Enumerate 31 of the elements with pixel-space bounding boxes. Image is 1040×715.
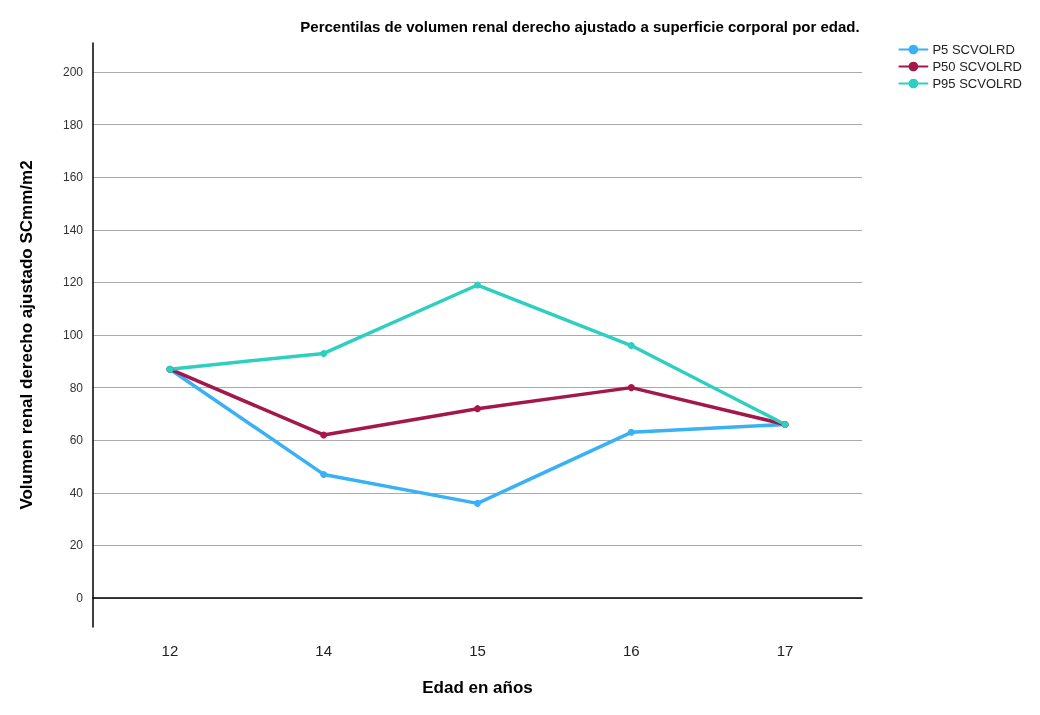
y-tick-label: 20 (69, 538, 84, 553)
y-axis-title: Volumen renal derecho ajustado SCmm/m2 (17, 160, 36, 510)
y-tick-label: 80 (69, 380, 84, 395)
y-tick-label: 200 (62, 64, 84, 79)
y-tick-label: 100 (62, 328, 84, 342)
legend-label: P5 SCVOLRD (932, 42, 1015, 57)
y-tick-label: 0 (76, 591, 84, 606)
point (474, 405, 481, 413)
y-tick-label: 160 (62, 170, 84, 185)
x-axis-title: Edad en años (422, 678, 533, 697)
legend-label: P95 SCVOLRD (932, 76, 1022, 91)
x-tick-label: 16 (622, 642, 640, 659)
point (320, 470, 328, 478)
y-tick-label: 60 (69, 433, 84, 448)
point (627, 342, 635, 350)
point (627, 384, 635, 392)
y-tick-label: 40 (69, 485, 84, 500)
x-tick-label: 17 (776, 642, 794, 659)
point (474, 281, 481, 289)
point (474, 499, 481, 507)
y-tick-label: 140 (62, 222, 84, 237)
point (320, 349, 328, 357)
y-tick-label: 120 (62, 275, 84, 290)
x-tick-label: 12 (161, 642, 179, 659)
legend-label: P50 SCVOLRD (932, 59, 1022, 74)
point (320, 431, 328, 439)
chart-title: Percentilas de volumen renal derecho ajustado a superficie corporal por edad. (300, 18, 860, 35)
point (627, 428, 635, 436)
x-tick-label: 14 (315, 642, 333, 659)
x-tick-label: 15 (469, 642, 486, 659)
y-tick-label: 180 (62, 117, 84, 132)
